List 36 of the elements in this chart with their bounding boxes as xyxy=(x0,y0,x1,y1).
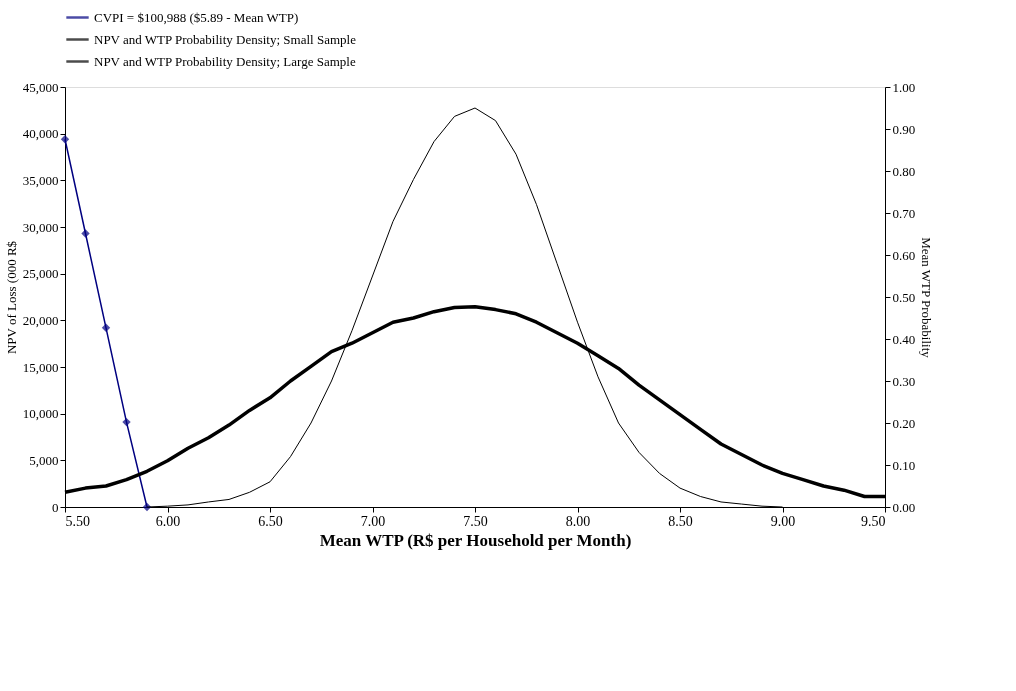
legend-label: NPV and WTP Probability Density; Small Sample xyxy=(94,31,357,47)
x-axis-title: Mean WTP (R$ per Household per Month) xyxy=(319,530,632,550)
y2-tick-label: 0.80 xyxy=(892,163,916,179)
y2-tick-label: 0.20 xyxy=(892,415,916,431)
y-tick-label: 10,000 xyxy=(22,406,59,422)
x-tick-label: 9.50 xyxy=(861,513,886,529)
legend-label: CVPI = $100,988 ($5.89 - Mean WTP) xyxy=(94,9,299,25)
y-axis-title: NPV of Loss (000 R$ xyxy=(3,240,19,355)
y-tick-label: 30,000 xyxy=(22,219,59,235)
x-tick-label: 5.50 xyxy=(65,513,90,529)
y2-tick-label: 1.00 xyxy=(892,79,916,95)
x-tick-label: 9.00 xyxy=(770,513,796,529)
x-tick-label: 7.50 xyxy=(463,513,488,529)
x-tick-label: 8.50 xyxy=(668,513,693,529)
x-tick-label: 6.00 xyxy=(155,513,181,529)
y-tick-label: 20,000 xyxy=(22,312,59,328)
x-tick-label: 7.00 xyxy=(360,513,386,529)
y-tick-label: 35,000 xyxy=(22,172,59,188)
y2-tick-label: 0.00 xyxy=(892,499,916,515)
y2-tick-label: 0.40 xyxy=(892,331,916,347)
y-tick-label: 25,000 xyxy=(22,266,59,282)
y-tick-label: 40,000 xyxy=(22,126,59,142)
legend-label: NPV and WTP Probability Density; Large Sample xyxy=(94,53,356,69)
y-tick-label: 15,000 xyxy=(22,359,59,375)
y-tick-label: 0 xyxy=(52,499,59,515)
y2-tick-label: 0.10 xyxy=(892,457,916,473)
x-tick-label: 6.50 xyxy=(258,513,283,529)
y2-tick-label: 0.60 xyxy=(892,247,916,263)
x-tick-label: 8.00 xyxy=(565,513,591,529)
y2-tick-label: 0.70 xyxy=(892,205,916,221)
y2-tick-label: 0.90 xyxy=(892,121,916,137)
y2-tick-label: 0.30 xyxy=(892,373,916,389)
y-tick-label: 5,000 xyxy=(29,452,59,468)
y2-axis-title: Mean WTP Probability xyxy=(919,237,935,359)
y-tick-label: 45,000 xyxy=(22,79,59,95)
y2-tick-label: 0.50 xyxy=(892,289,916,305)
